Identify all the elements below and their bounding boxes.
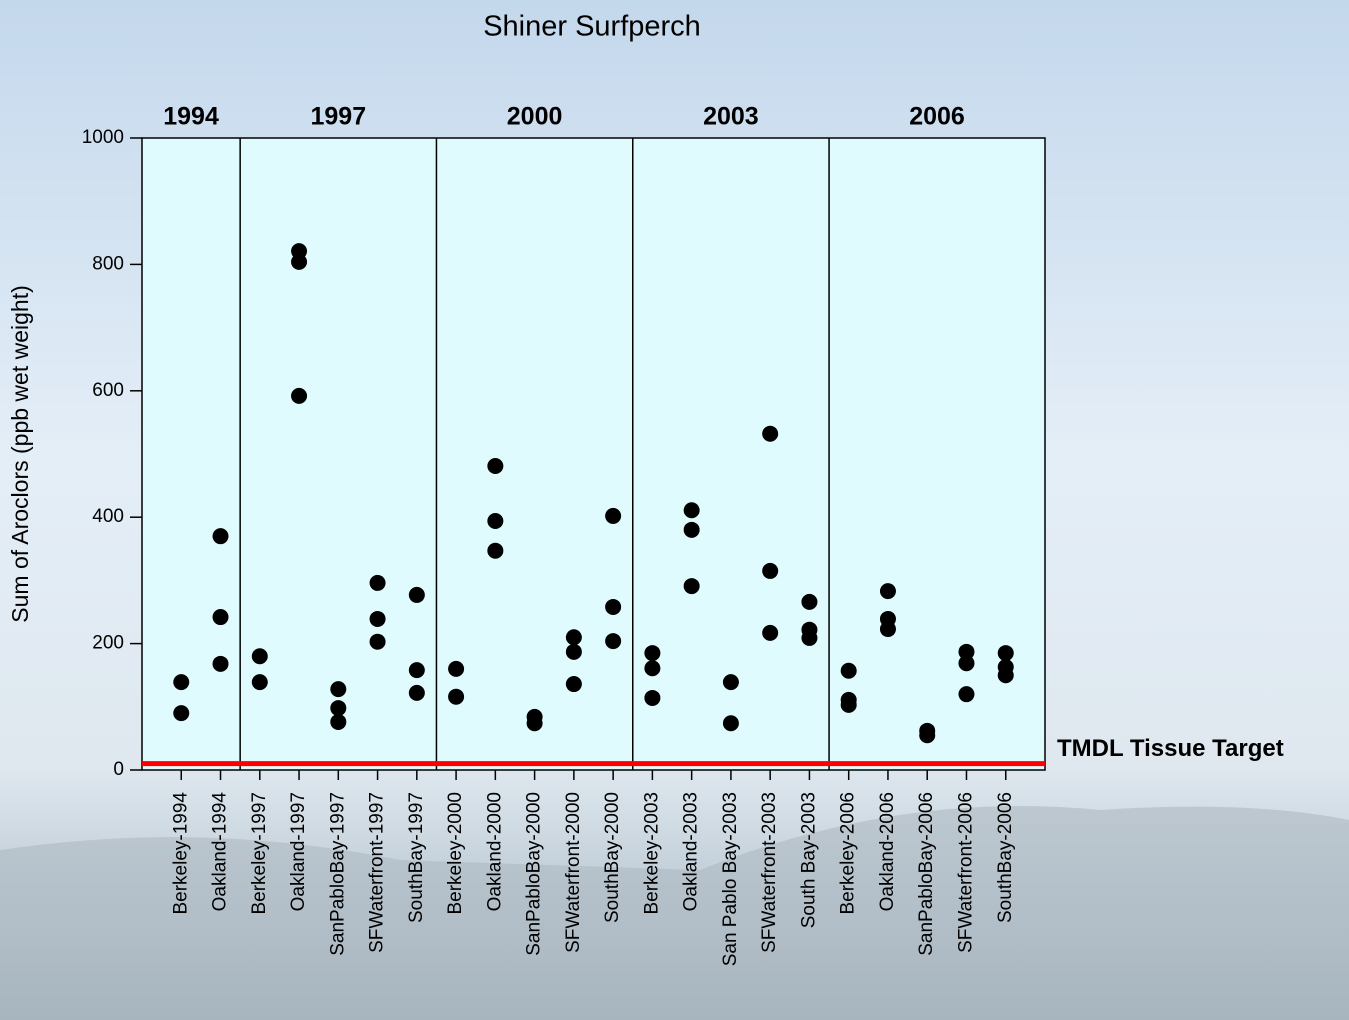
point bbox=[409, 662, 425, 678]
x-tick-label: San Pablo Bay-2003 bbox=[720, 792, 741, 966]
point bbox=[644, 645, 660, 661]
point bbox=[723, 715, 739, 731]
point bbox=[330, 714, 346, 730]
point bbox=[880, 583, 896, 599]
point bbox=[252, 674, 268, 690]
point bbox=[998, 645, 1014, 661]
point bbox=[330, 681, 346, 697]
point bbox=[173, 705, 189, 721]
point bbox=[566, 629, 582, 645]
point bbox=[487, 458, 503, 474]
point bbox=[527, 715, 543, 731]
point bbox=[409, 685, 425, 701]
point bbox=[841, 697, 857, 713]
point bbox=[173, 674, 189, 690]
y-tick-label: 800 bbox=[92, 253, 124, 274]
group-label: 1997 bbox=[310, 103, 366, 131]
point bbox=[958, 686, 974, 702]
point bbox=[605, 599, 621, 615]
x-tick-label: Berkeley-1994 bbox=[170, 792, 191, 915]
point bbox=[684, 578, 700, 594]
point bbox=[370, 575, 386, 591]
y-axis-label: Sum of Aroclors (ppb wet weight) bbox=[7, 285, 33, 622]
x-tick-label: Oakland-2006 bbox=[877, 792, 898, 911]
group-label: 1994 bbox=[163, 103, 219, 131]
x-tick-label: Berkeley-2006 bbox=[838, 792, 859, 915]
point bbox=[605, 633, 621, 649]
point bbox=[684, 502, 700, 518]
x-tick-label: Berkeley-2000 bbox=[445, 792, 466, 915]
x-tick-label: Berkeley-1997 bbox=[249, 792, 270, 915]
point bbox=[330, 700, 346, 716]
point bbox=[880, 621, 896, 637]
point bbox=[291, 254, 307, 270]
x-tick-label: SouthBay-2006 bbox=[995, 792, 1016, 923]
y-tick-label: 400 bbox=[92, 506, 124, 527]
point bbox=[566, 676, 582, 692]
x-tick-label: Oakland-1997 bbox=[288, 792, 309, 911]
x-tick-label: Oakland-2003 bbox=[681, 792, 702, 911]
point bbox=[998, 667, 1014, 683]
point bbox=[762, 625, 778, 641]
point bbox=[487, 543, 503, 559]
point bbox=[213, 609, 229, 625]
point bbox=[801, 594, 817, 610]
x-tick-label: South Bay-2003 bbox=[798, 792, 819, 928]
y-tick-label: 0 bbox=[113, 759, 124, 780]
point bbox=[370, 634, 386, 650]
x-tick-label: Oakland-2000 bbox=[484, 792, 505, 911]
point bbox=[291, 388, 307, 404]
x-tick-label: SouthBay-2000 bbox=[602, 792, 623, 923]
x-tick-label: Oakland-1994 bbox=[210, 792, 231, 912]
x-tick-label: SouthBay-1997 bbox=[406, 792, 427, 923]
x-tick-label: SanPabloBay-2006 bbox=[916, 792, 937, 956]
x-tick-label: SFWaterfront-2000 bbox=[563, 792, 584, 953]
point bbox=[919, 727, 935, 743]
point bbox=[644, 690, 660, 706]
x-tick-label: SFWaterfront-2003 bbox=[759, 792, 780, 953]
chart: Shiner Surfperch Sum of Aroclors (ppb we… bbox=[0, 0, 1349, 1020]
point bbox=[644, 660, 660, 676]
point bbox=[448, 689, 464, 705]
group-label: 2000 bbox=[507, 103, 563, 131]
plot-area bbox=[142, 138, 1045, 770]
point bbox=[605, 508, 621, 524]
x-tick-label: SFWaterfront-1997 bbox=[367, 792, 388, 953]
target-label: TMDL Tissue Target bbox=[1057, 735, 1284, 762]
point bbox=[566, 644, 582, 660]
point bbox=[213, 528, 229, 544]
point bbox=[762, 563, 778, 579]
x-tick-label: Berkeley-2003 bbox=[641, 792, 662, 915]
y-tick-label: 600 bbox=[92, 380, 124, 401]
point bbox=[252, 648, 268, 664]
point bbox=[801, 630, 817, 646]
point bbox=[723, 674, 739, 690]
x-tick-label: SanPabloBay-2000 bbox=[524, 792, 545, 956]
point bbox=[213, 656, 229, 672]
y-tick-label: 200 bbox=[92, 633, 124, 654]
point bbox=[487, 513, 503, 529]
x-tick-label: SanPabloBay-1997 bbox=[327, 792, 348, 956]
y-tick-label: 1000 bbox=[82, 127, 124, 148]
point bbox=[448, 661, 464, 677]
point bbox=[958, 655, 974, 671]
point bbox=[841, 663, 857, 679]
group-label: 2006 bbox=[909, 103, 965, 131]
x-tick-label: SFWaterfront-2006 bbox=[955, 792, 976, 953]
point bbox=[409, 587, 425, 603]
point bbox=[370, 611, 386, 627]
chart-title: Shiner Surfperch bbox=[483, 11, 701, 43]
point bbox=[762, 426, 778, 442]
point bbox=[684, 522, 700, 538]
group-label: 2003 bbox=[703, 103, 759, 131]
